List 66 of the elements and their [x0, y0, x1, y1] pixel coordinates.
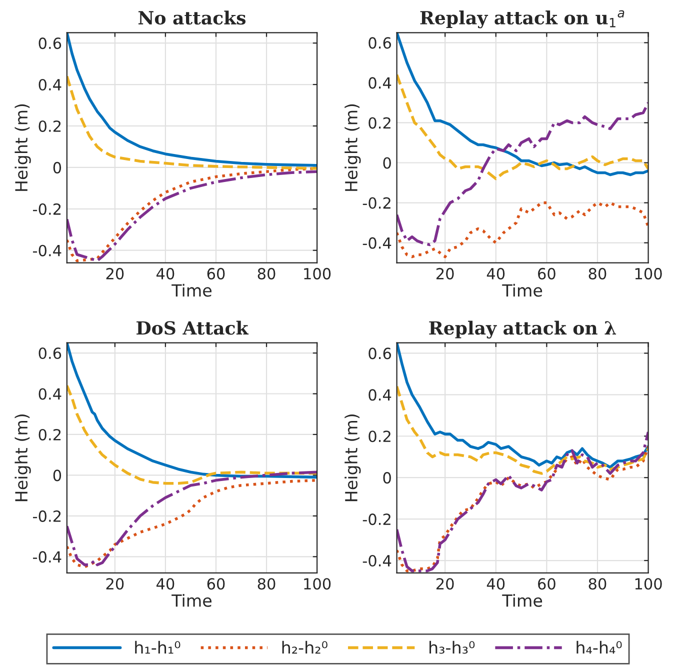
legend-label: h₃-h₃⁰	[430, 640, 475, 654]
chart-title: No attacks	[138, 10, 246, 25]
y-tick-label: -0.2	[33, 203, 61, 215]
x-tick-label: 40	[156, 268, 174, 280]
legend-label: h₂-h₂⁰	[282, 640, 328, 654]
x-axis-title: Time	[502, 594, 542, 607]
x-axis-title: Time	[172, 284, 212, 297]
x-tick-label: 100	[304, 268, 331, 280]
y-tick-label: 0	[383, 157, 391, 169]
y-tick-label: -0.4	[33, 551, 62, 563]
x-tick-label: 40	[486, 578, 505, 590]
y-tick-label: 0	[53, 470, 62, 482]
y-axis-title: Height (m)	[14, 414, 31, 502]
line-series	[66, 384, 318, 485]
x-tick-label: 20	[436, 578, 454, 590]
x-tick-label: 80	[258, 268, 276, 280]
line-series	[396, 73, 648, 180]
y-tick-label: 0.4	[38, 78, 62, 91]
y-tick-label: 0.4	[368, 77, 392, 89]
x-tick-label: 80	[588, 268, 606, 280]
y-tick-label: -0.4	[362, 237, 392, 249]
x-tick-label: 60	[207, 578, 225, 590]
x-tick-label: 100	[304, 578, 331, 590]
x-tick-label: 60	[538, 268, 556, 280]
y-axis-title: Height (m)	[344, 104, 361, 191]
y-tick-label: -0.2	[33, 510, 61, 522]
y-tick-label: 0.2	[38, 428, 61, 440]
y-axis-title: Height (m)	[14, 104, 31, 191]
line-series	[396, 384, 648, 475]
x-tick-label: 60	[538, 578, 556, 590]
y-tick-label: 0	[53, 162, 62, 174]
y-tick-label: 0.6	[368, 348, 391, 360]
chart-title: Replay attack on u$_{1}$$^{a}$	[420, 10, 624, 28]
y-tick-label: 0.2	[38, 120, 61, 132]
x-tick-label: 80	[258, 578, 276, 590]
y-tick-label: -0.4	[33, 244, 62, 256]
line-series	[396, 201, 648, 258]
x-axis-title: Time	[172, 594, 212, 607]
x-tick-label: 20	[106, 578, 124, 590]
y-tick-label: 0.6	[38, 38, 62, 50]
y-tick-label: 0.2	[368, 430, 390, 442]
line-series	[396, 101, 648, 246]
y-tick-label: -0.2	[362, 197, 390, 209]
x-tick-label: 40	[156, 578, 174, 590]
x-tick-label: 80	[588, 578, 606, 590]
y-tick-label: 0.4	[38, 388, 62, 400]
chart-title: DoS Attack	[136, 320, 249, 335]
y-axis-title: Height (m)	[344, 414, 361, 502]
x-tick-label: 20	[106, 268, 124, 280]
x-tick-label: 40	[486, 268, 505, 280]
y-tick-label: 0.6	[368, 37, 391, 49]
y-tick-label: 0.6	[38, 347, 62, 360]
y-tick-label: 0.2	[368, 117, 390, 129]
x-axis-title: Time	[502, 284, 542, 297]
line-series	[66, 74, 318, 170]
x-tick-label: 100	[635, 268, 662, 280]
y-tick-label: -0.2	[362, 514, 390, 526]
y-tick-label: 0	[383, 472, 391, 484]
x-tick-label: 60	[207, 268, 225, 280]
x-tick-label: 20	[436, 268, 454, 280]
y-tick-label: 0.4	[368, 389, 392, 401]
legend-label: h₄-h₄⁰	[576, 640, 622, 654]
chart-title: Replay attack on λ	[429, 320, 616, 339]
legend-label: h₁-h₁⁰	[135, 640, 180, 654]
x-tick-label: 100	[635, 578, 662, 590]
y-tick-label: -0.4	[362, 554, 392, 567]
